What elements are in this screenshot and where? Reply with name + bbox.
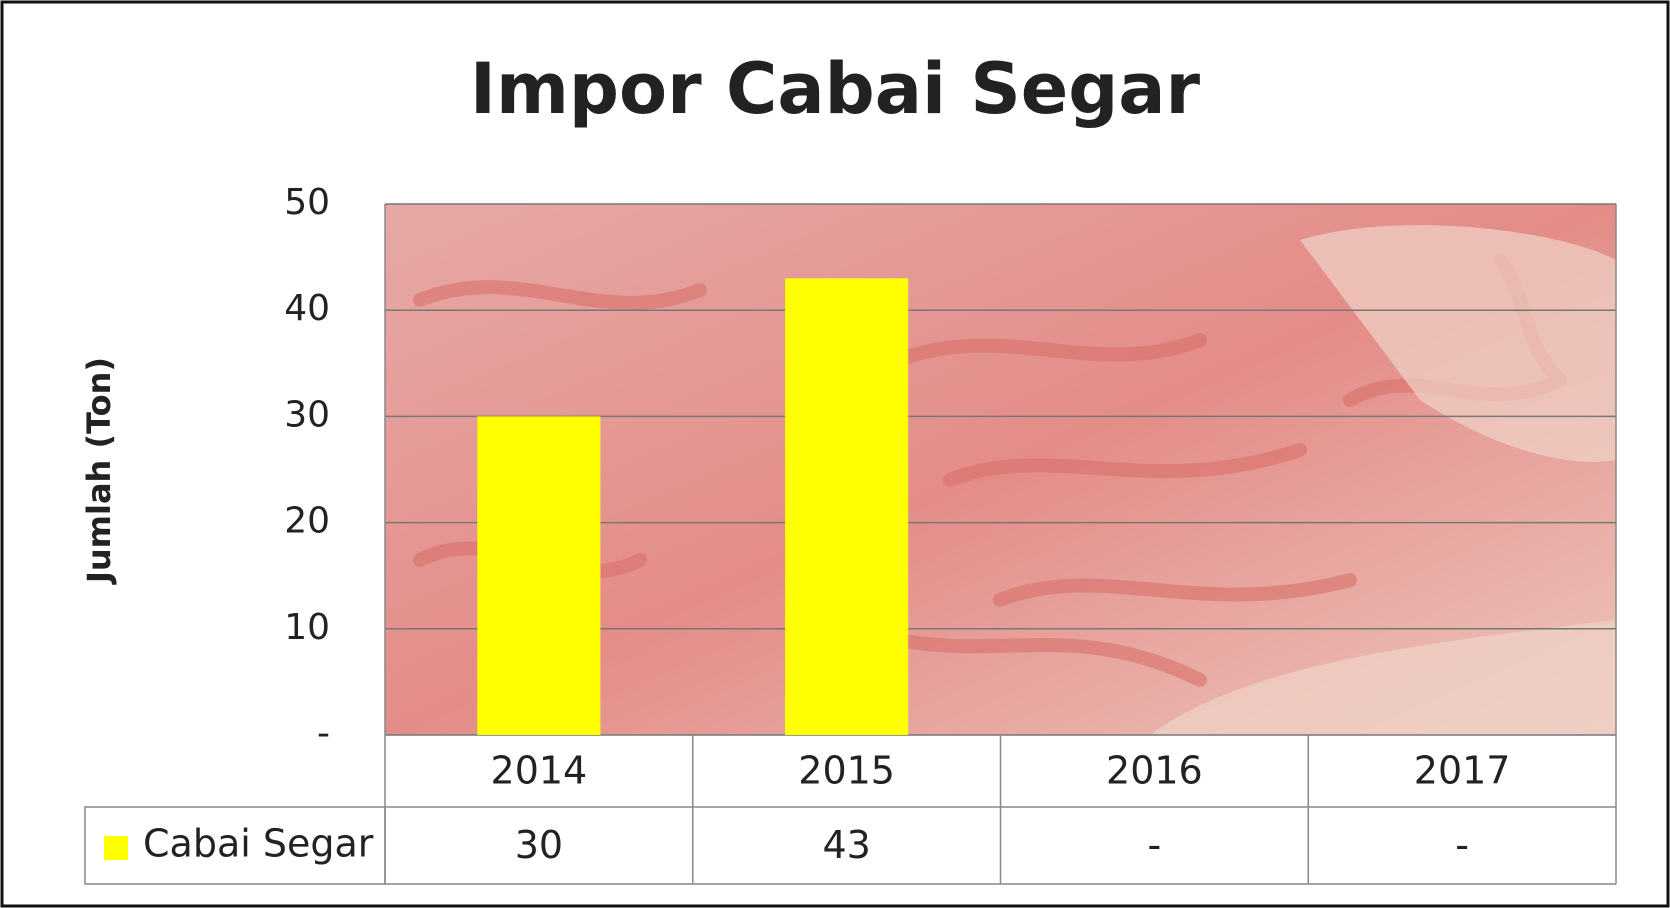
- x-tick-label: 2014: [491, 749, 588, 793]
- y-tick-label: 50: [284, 182, 330, 223]
- table-value: 43: [822, 823, 870, 867]
- bar: [477, 416, 601, 735]
- table-value: -: [1148, 823, 1162, 867]
- y-axis-label: Jumlah (Ton): [80, 357, 118, 585]
- x-tick-label: 2016: [1106, 749, 1203, 793]
- bar: [785, 278, 909, 735]
- x-tick-label: 2015: [798, 749, 895, 793]
- y-tick-label: -: [317, 713, 330, 754]
- legend-label: Cabai Segar: [143, 822, 374, 866]
- data-table-legend-cell: [84, 806, 386, 885]
- y-tick-label: 10: [284, 607, 330, 648]
- x-tick-label: 2017: [1414, 749, 1511, 793]
- table-value: 30: [515, 823, 563, 867]
- table-value: -: [1455, 823, 1469, 867]
- y-tick-label: 20: [284, 501, 330, 542]
- legend-swatch: [104, 836, 128, 860]
- chart-title: Impor Cabai Segar: [470, 48, 1201, 130]
- y-tick-label: 30: [284, 394, 330, 435]
- y-tick-label: 40: [284, 288, 330, 329]
